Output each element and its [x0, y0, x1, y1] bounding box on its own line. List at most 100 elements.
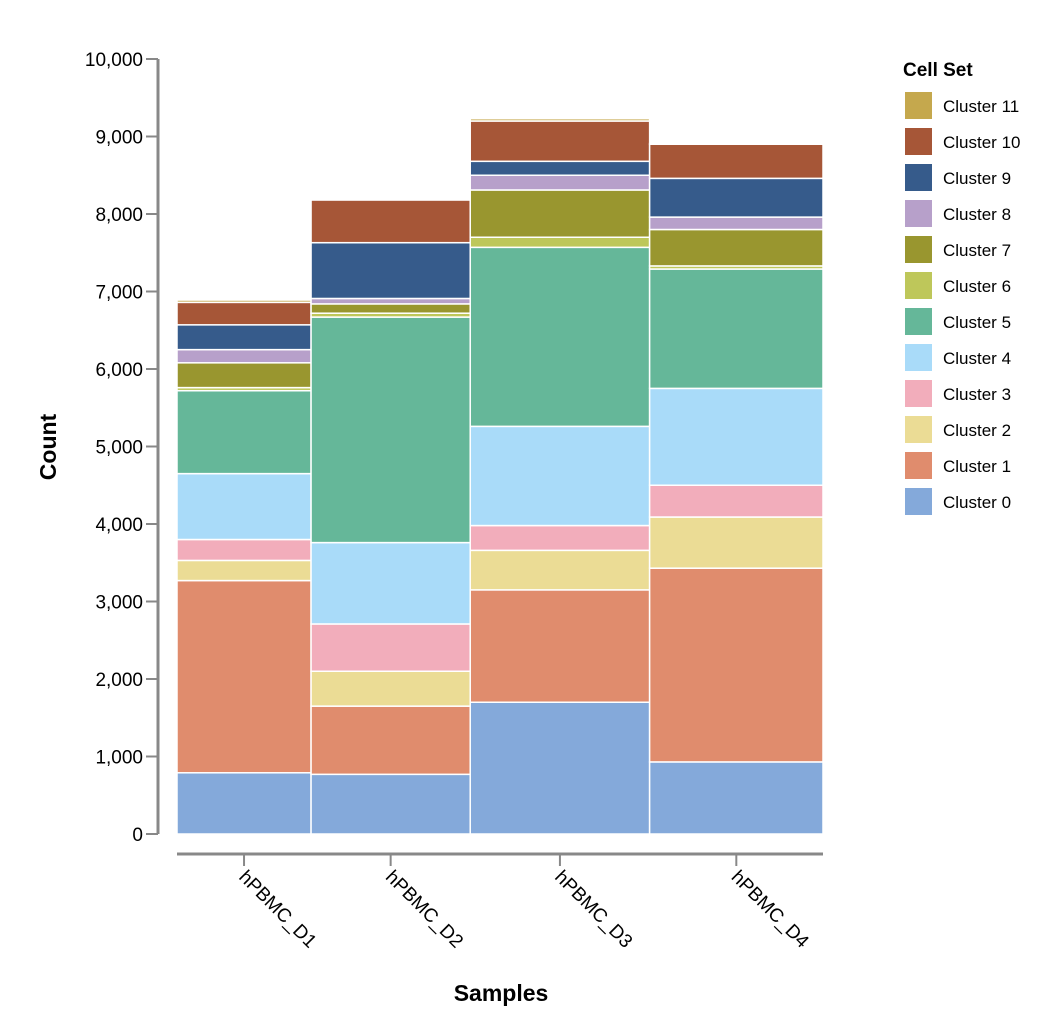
bar-segment-hPBMC_D1-cluster-2: [176, 559, 312, 582]
x-tick-label: hPBMC_D4: [727, 867, 813, 953]
legend-title: Cell Set: [903, 60, 973, 81]
bar-segment-hPBMC_D3-cluster-4: [469, 425, 651, 527]
bar-segment-hPBMC_D2-cluster-10: [310, 199, 471, 244]
legend-swatch: [905, 92, 932, 119]
bar-segment-hPBMC_D3-cluster-1: [469, 589, 651, 703]
y-tick-label: 9,000: [95, 128, 143, 149]
legend-item: Cluster 7: [905, 236, 1011, 263]
bar-segment-hPBMC_D1-cluster-8: [176, 348, 312, 364]
legend-swatch: [905, 164, 932, 191]
legend-swatch: [905, 200, 932, 227]
bar-segment-hPBMC_D4-cluster-4: [648, 387, 824, 486]
bar-segment-hPBMC_D2-cluster-5: [310, 316, 471, 544]
bar-segment-hPBMC_D4-cluster-7: [648, 228, 824, 267]
y-tick-label: 7,000: [95, 283, 143, 304]
bar-segment-hPBMC_D2-cluster-2: [310, 670, 471, 707]
legend-label: Cluster 4: [943, 349, 1011, 368]
legend-label: Cluster 8: [943, 205, 1011, 224]
y-tick-label: 8,000: [95, 205, 143, 226]
bar-segment-hPBMC_D4-cluster-2: [648, 516, 824, 569]
y-tick-label: 5,000: [95, 438, 143, 459]
bar-segment-hPBMC_D4-cluster-5: [648, 268, 824, 390]
bar-segment-hPBMC_D1-cluster-11: [176, 299, 312, 304]
y-tick-label: 3,000: [95, 593, 143, 614]
bar-stack-hPBMC_D2: [310, 199, 471, 835]
bar-segment-hPBMC_D1-cluster-5: [176, 389, 312, 475]
legend-item: Cluster 0: [905, 488, 1011, 515]
x-axis-title: Samples: [454, 980, 549, 1006]
bar-segment-hPBMC_D1-cluster-4: [176, 472, 312, 541]
legend-swatch: [905, 416, 932, 443]
bar-segment-hPBMC_D2-cluster-8: [310, 297, 471, 305]
bar-segment-hPBMC_D1-cluster-10: [176, 301, 312, 326]
bar-segment-hPBMC_D1-cluster-1: [176, 579, 312, 774]
bar-segment-hPBMC_D3-cluster-9: [469, 160, 651, 177]
bar-segment-hPBMC_D1-cluster-0: [176, 772, 312, 835]
y-tick-label: 0: [132, 825, 143, 846]
y-axis-title: Count: [35, 413, 61, 480]
bar-stack-hPBMC_D4: [648, 142, 824, 835]
legend-item: Cluster 2: [905, 416, 1011, 443]
legend-label: Cluster 1: [943, 457, 1011, 476]
bar-segment-hPBMC_D2-cluster-7: [310, 303, 471, 314]
legend-item: Cluster 11: [905, 92, 1019, 119]
bar-segment-hPBMC_D4-cluster-3: [648, 484, 824, 518]
legend-item: Cluster 8: [905, 200, 1011, 227]
legend-swatch: [905, 236, 932, 263]
legend-swatch: [905, 488, 932, 515]
legend-swatch: [905, 344, 932, 371]
bar-segment-hPBMC_D4-cluster-0: [648, 761, 824, 835]
bar-segment-hPBMC_D4-cluster-8: [648, 216, 824, 231]
legend-item: Cluster 3: [905, 380, 1011, 407]
bar-segment-hPBMC_D4-cluster-10: [648, 143, 824, 180]
legend-item: Cluster 5: [905, 308, 1011, 335]
bar-segment-hPBMC_D3-cluster-10: [469, 120, 651, 163]
y-tick-label: 1,000: [95, 748, 143, 769]
x-tick-label: hPBMC_D3: [550, 867, 636, 953]
y-tick-label: 4,000: [95, 515, 143, 536]
bar-segment-hPBMC_D3-cluster-11: [469, 117, 651, 122]
bar-segment-hPBMC_D1-cluster-7: [176, 362, 312, 389]
legend-label: Cluster 9: [943, 169, 1011, 188]
bar-segment-hPBMC_D3-cluster-5: [469, 246, 651, 428]
y-tick-label: 10,000: [85, 50, 143, 71]
bar-segment-hPBMC_D1-cluster-3: [176, 538, 312, 562]
legend-item: Cluster 4: [905, 344, 1011, 371]
legend-label: Cluster 3: [943, 385, 1011, 404]
x-axis: hPBMC_D1 hPBMC_D2 hPBMC_D3 hPBMC_D4: [177, 852, 823, 953]
bar-segment-hPBMC_D4-cluster-1: [648, 567, 824, 763]
bar-segment-hPBMC_D2-cluster-9: [310, 241, 471, 300]
bars-layer: [176, 117, 824, 835]
bar-segment-hPBMC_D2-cluster-1: [310, 705, 471, 776]
legend-label: Cluster 0: [943, 493, 1011, 512]
legend-label: Cluster 6: [943, 277, 1011, 296]
x-tick-label: hPBMC_D2: [381, 867, 467, 953]
bar-segment-hPBMC_D3-cluster-6: [469, 236, 651, 249]
y-axis: 0 1,000 2,000 3,000 4,000 5,000 6,000 7,000 8,00…: [85, 50, 160, 846]
bar-segment-hPBMC_D2-cluster-3: [310, 623, 471, 672]
legend-label: Cluster 11: [943, 97, 1019, 116]
legend-label: Cluster 2: [943, 421, 1011, 440]
bar-segment-hPBMC_D3-cluster-3: [469, 524, 651, 552]
bar-stack-hPBMC_D1: [176, 299, 312, 835]
bar-segment-hPBMC_D3-cluster-7: [469, 189, 651, 239]
legend-swatch: [905, 308, 932, 335]
bar-segment-hPBMC_D2-cluster-0: [310, 773, 471, 835]
legend-item: Cluster 9: [905, 164, 1011, 191]
bar-segment-hPBMC_D3-cluster-8: [469, 174, 651, 191]
legend-swatch: [905, 128, 932, 155]
y-tick-label: 6,000: [95, 360, 143, 381]
legend-label: Cluster 7: [943, 241, 1011, 260]
legend-items: Cluster 11 Cluster 10 Cluster 9 Cluster 8 Cl…: [905, 92, 1020, 515]
bar-segment-hPBMC_D4-cluster-9: [648, 177, 824, 218]
legend-label: Cluster 5: [943, 313, 1011, 332]
x-tick-label: hPBMC_D1: [234, 867, 320, 953]
bar-segment-hPBMC_D3-cluster-2: [469, 549, 651, 591]
bar-segment-hPBMC_D2-cluster-4: [310, 541, 471, 625]
y-tick-label: 2,000: [95, 670, 143, 691]
legend-item: Cluster 1: [905, 452, 1011, 479]
legend-item: Cluster 6: [905, 272, 1011, 299]
